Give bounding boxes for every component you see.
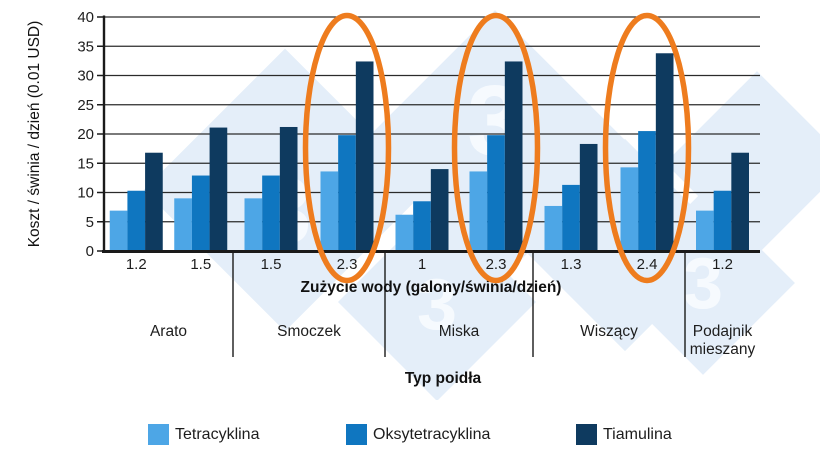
y-tick-label: 10 bbox=[77, 185, 94, 202]
bar-tetracyklina-group6 bbox=[469, 171, 488, 251]
category-label: Arato bbox=[150, 323, 187, 340]
bar-oksytetracyklina-group1 bbox=[127, 190, 146, 251]
x-tick-label: 2.3 bbox=[486, 256, 507, 273]
legend-item-tiamulina: Tiamulina bbox=[576, 424, 672, 445]
bar-tetracyklina-group8 bbox=[620, 167, 639, 251]
x-tick-label: 1.3 bbox=[561, 256, 582, 273]
y-tick-label: 30 bbox=[77, 68, 94, 85]
x-tick-label: 2.3 bbox=[337, 256, 358, 273]
axis-layer: 0 5 10 15 20 25 30 35 40 1.2 1.5 1.5 2.3 1 2.3 1.3 2.4 1.… bbox=[77, 9, 760, 358]
watermark-digit: 3 bbox=[683, 244, 723, 324]
bar-tetracyklina-group3 bbox=[244, 198, 263, 251]
bar-tetracyklina-group7 bbox=[544, 205, 563, 251]
bar-tiamulina-group4 bbox=[355, 61, 374, 252]
bar-tiamulina-group8 bbox=[655, 53, 674, 251]
legend-label-oksytetracyklina: Oksytetracyklina bbox=[373, 425, 491, 443]
bar-oksytetracyklina-group4 bbox=[338, 135, 356, 251]
highlight-ellipse bbox=[302, 12, 392, 284]
y-tick-label: 25 bbox=[77, 97, 94, 114]
legend-label-tetracyklina: Tetracyklina bbox=[175, 425, 260, 443]
highlight-ellipse bbox=[602, 12, 692, 284]
bar-oksytetracyklina-group2 bbox=[191, 175, 210, 251]
bar-oksytetracyklina-group8 bbox=[638, 131, 656, 251]
x-tick-label: 1.2 bbox=[126, 256, 147, 273]
watermark-digit: 3 bbox=[417, 265, 457, 345]
bar-tetracyklina-group1 bbox=[109, 210, 128, 251]
y-tick-label: 15 bbox=[77, 155, 94, 172]
group-axis-title: Typ poidła bbox=[405, 370, 482, 387]
x-axis-title: Zużycie wody (galony/świnia/dzień) bbox=[301, 279, 562, 296]
bar-chart: 3333 05101520253035401.21.51.52.312.31.3… bbox=[26, 9, 820, 401]
category-label: Miska bbox=[439, 323, 480, 340]
x-tick-label: 1.2 bbox=[712, 256, 733, 273]
bar-tetracyklina-group5 bbox=[395, 214, 414, 251]
bar-tetracyklina-group9 bbox=[696, 210, 714, 251]
bar-tiamulina-group9 bbox=[731, 152, 749, 251]
bar-oksytetracyklina-group5 bbox=[413, 201, 431, 251]
x-tick-label: 2.4 bbox=[637, 256, 658, 273]
bar-tiamulina-group6 bbox=[504, 61, 523, 252]
legend-item-tetracyklina: Tetracyklina bbox=[148, 424, 259, 445]
bar-tiamulina-group3 bbox=[279, 126, 298, 251]
bar-tiamulina-group7 bbox=[579, 143, 598, 251]
legend-swatch-tiamulina bbox=[576, 424, 597, 445]
x-tick-label: 1.5 bbox=[261, 256, 282, 273]
bar-oksytetracyklina-group6 bbox=[487, 135, 505, 251]
x-tick-label: 1.5 bbox=[190, 256, 211, 273]
category-label: Smoczek bbox=[277, 323, 341, 340]
bar-tetracyklina-group4 bbox=[320, 171, 339, 251]
bar-oksytetracyklina-group7 bbox=[562, 184, 580, 251]
bars-layer bbox=[109, 53, 749, 252]
legend-label-tiamulina: Tiamulina bbox=[603, 425, 672, 443]
bar-oksytetracyklina-group3 bbox=[262, 175, 280, 251]
x-tick-label: 1 bbox=[418, 256, 426, 273]
bar-tiamulina-group1 bbox=[145, 152, 163, 251]
bar-tiamulina-group5 bbox=[430, 169, 449, 251]
y-tick-label: 5 bbox=[86, 214, 94, 231]
bar-tiamulina-group2 bbox=[209, 127, 228, 251]
category-label: Podajnik mieszany bbox=[690, 323, 756, 358]
legend-item-oksytetracyklina: Oksytetracyklina bbox=[346, 424, 490, 445]
y-tick-label: 40 bbox=[77, 9, 94, 26]
legend-swatch-oksytetracyklina bbox=[346, 424, 367, 445]
y-axis-title: Koszt / świnia / dzień (0.01 USD) bbox=[26, 21, 43, 248]
y-tick-label: 0 bbox=[86, 243, 94, 260]
highlight-layer bbox=[302, 12, 692, 284]
legend-swatch-tetracyklina bbox=[148, 424, 169, 445]
bar-tetracyklina-group2 bbox=[174, 198, 192, 251]
y-tick-label: 35 bbox=[77, 38, 94, 55]
y-tick-label: 20 bbox=[77, 126, 94, 143]
highlight-ellipse bbox=[451, 12, 541, 284]
bar-oksytetracyklina-group9 bbox=[713, 190, 732, 251]
category-label: Wiszący bbox=[580, 323, 638, 340]
